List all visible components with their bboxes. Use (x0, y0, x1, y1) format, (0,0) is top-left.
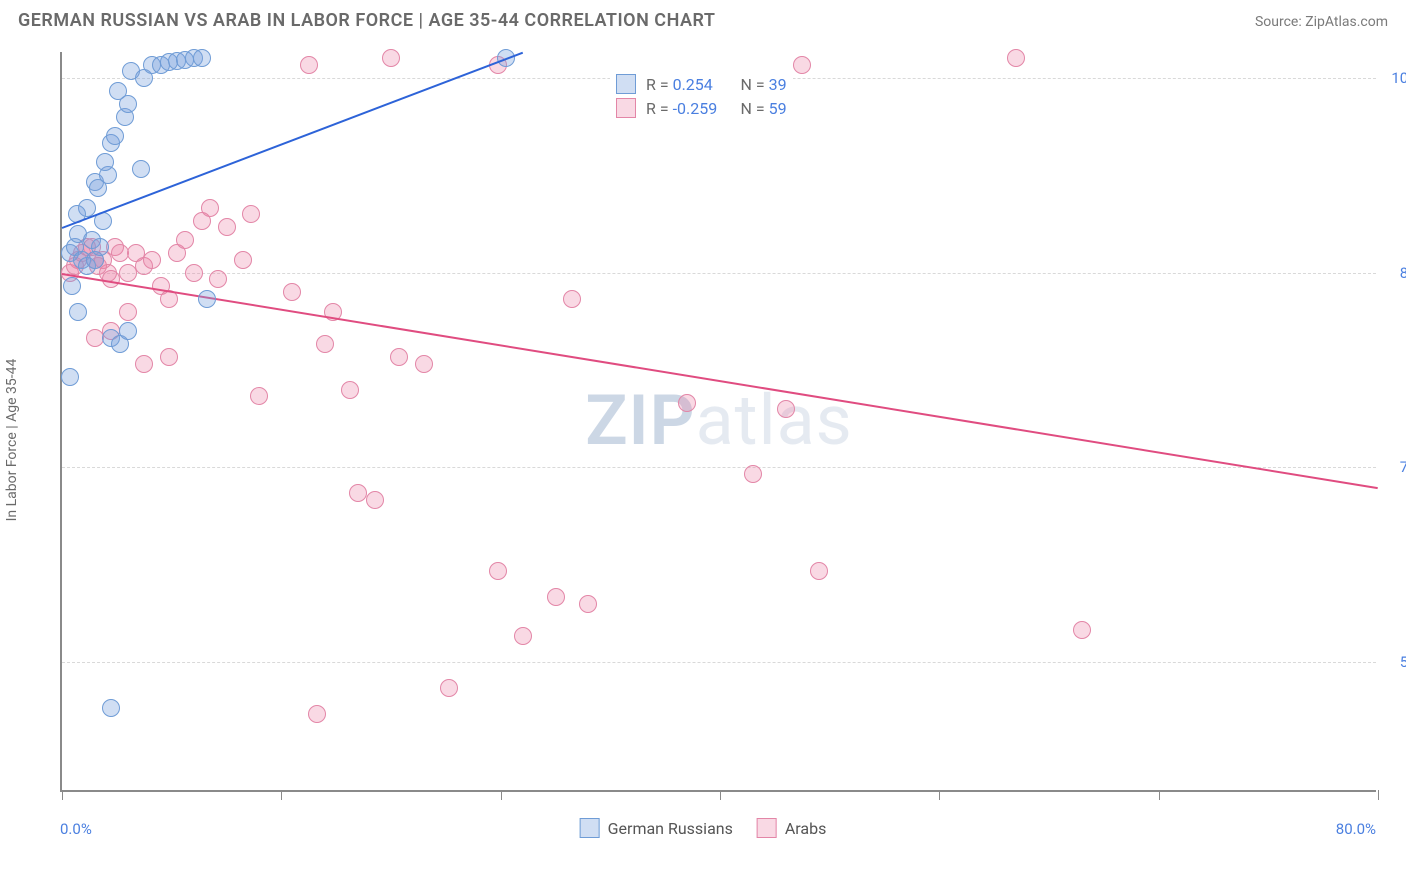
source-label: Source: ZipAtlas.com (1255, 14, 1388, 30)
swatch-icon (616, 98, 636, 118)
scatter-point-arabs (143, 251, 161, 269)
scatter-point-arabs (514, 627, 532, 645)
scatter-point-arabs (135, 355, 153, 373)
x-tick (939, 790, 940, 800)
scatter-point-arabs (119, 264, 137, 282)
scatter-point-german-russians (102, 699, 120, 717)
legend-item-arabs: Arabs (757, 818, 827, 838)
scatter-point-arabs (489, 562, 507, 580)
scatter-point-arabs (777, 400, 795, 418)
y-axis-label: In Labor Force | Age 35-44 (4, 359, 20, 522)
gridline (62, 662, 1376, 663)
x-tick (1159, 790, 1160, 800)
scatter-point-arabs (415, 355, 433, 373)
scatter-point-arabs (185, 264, 203, 282)
trend-line-arabs (62, 273, 1378, 489)
scatter-point-arabs (579, 595, 597, 613)
swatch-icon (580, 818, 600, 838)
chart-title: GERMAN RUSSIAN VS ARAB IN LABOR FORCE | … (18, 10, 715, 31)
x-tick (62, 790, 63, 800)
scatter-point-german-russians (109, 82, 127, 100)
scatter-point-arabs (111, 244, 129, 262)
scatter-point-arabs (678, 394, 696, 412)
scatter-point-german-russians (96, 153, 114, 171)
scatter-point-arabs (382, 49, 400, 67)
scatter-point-arabs (234, 251, 252, 269)
scatter-point-arabs (793, 56, 811, 74)
x-tick (501, 790, 502, 800)
scatter-point-arabs (1073, 621, 1091, 639)
scatter-point-german-russians (61, 368, 79, 386)
scatter-point-arabs (308, 705, 326, 723)
legend-stats-row-arabs: R = -0.259 N = 59 (616, 98, 787, 118)
scatter-point-german-russians (63, 277, 81, 295)
y-tick-label: 85.0% (1380, 264, 1406, 282)
scatter-point-arabs (242, 205, 260, 223)
scatter-point-arabs (1007, 49, 1025, 67)
x-tick (720, 790, 721, 800)
watermark: ZIPatlas (585, 380, 853, 462)
x-axis-min-label: 0.0% (60, 820, 92, 838)
y-tick-label: 70.0% (1380, 458, 1406, 476)
legend-stats: R = 0.254 N = 39 R = -0.259 N = 59 (610, 70, 793, 122)
scatter-point-arabs (547, 588, 565, 606)
scatter-point-arabs (218, 218, 236, 236)
scatter-point-arabs (86, 329, 104, 347)
scatter-point-german-russians (193, 49, 211, 67)
scatter-point-arabs (341, 381, 359, 399)
scatter-point-arabs (440, 679, 458, 697)
scatter-point-german-russians (132, 160, 150, 178)
scatter-point-arabs (209, 270, 227, 288)
scatter-point-german-russians (91, 238, 109, 256)
swatch-icon (616, 74, 636, 94)
scatter-point-arabs (316, 335, 334, 353)
scatter-point-arabs (300, 56, 318, 74)
scatter-point-arabs (744, 465, 762, 483)
scatter-point-german-russians (69, 303, 87, 321)
scatter-point-german-russians (106, 127, 124, 145)
scatter-point-arabs (810, 562, 828, 580)
scatter-point-arabs (283, 283, 301, 301)
legend-label: German Russians (608, 819, 733, 838)
x-axis-max-label: 80.0% (1336, 820, 1376, 838)
scatter-point-arabs (349, 484, 367, 502)
scatter-point-german-russians (119, 322, 137, 340)
x-tick (1378, 790, 1379, 800)
chart-container: In Labor Force | Age 35-44 ZIPatlas 55.0… (18, 40, 1388, 840)
plot-area: ZIPatlas 55.0%70.0%85.0%100.0%R = 0.254 … (60, 52, 1376, 792)
scatter-point-arabs (250, 387, 268, 405)
gridline (62, 273, 1376, 274)
scatter-point-german-russians (198, 290, 216, 308)
legend-bottom: German Russians Arabs (580, 818, 827, 838)
scatter-point-arabs (160, 348, 178, 366)
legend-label: Arabs (785, 819, 827, 838)
legend-stats-row-german-russians: R = 0.254 N = 39 (616, 74, 787, 94)
y-tick-label: 100.0% (1380, 69, 1406, 87)
scatter-point-arabs (201, 199, 219, 217)
scatter-point-arabs (563, 290, 581, 308)
gridline (62, 467, 1376, 468)
scatter-point-arabs (119, 303, 137, 321)
scatter-point-arabs (390, 348, 408, 366)
y-tick-label: 55.0% (1380, 653, 1406, 671)
x-tick (281, 790, 282, 800)
scatter-point-arabs (366, 491, 384, 509)
legend-item-german-russians: German Russians (580, 818, 733, 838)
scatter-point-arabs (176, 231, 194, 249)
swatch-icon (757, 818, 777, 838)
